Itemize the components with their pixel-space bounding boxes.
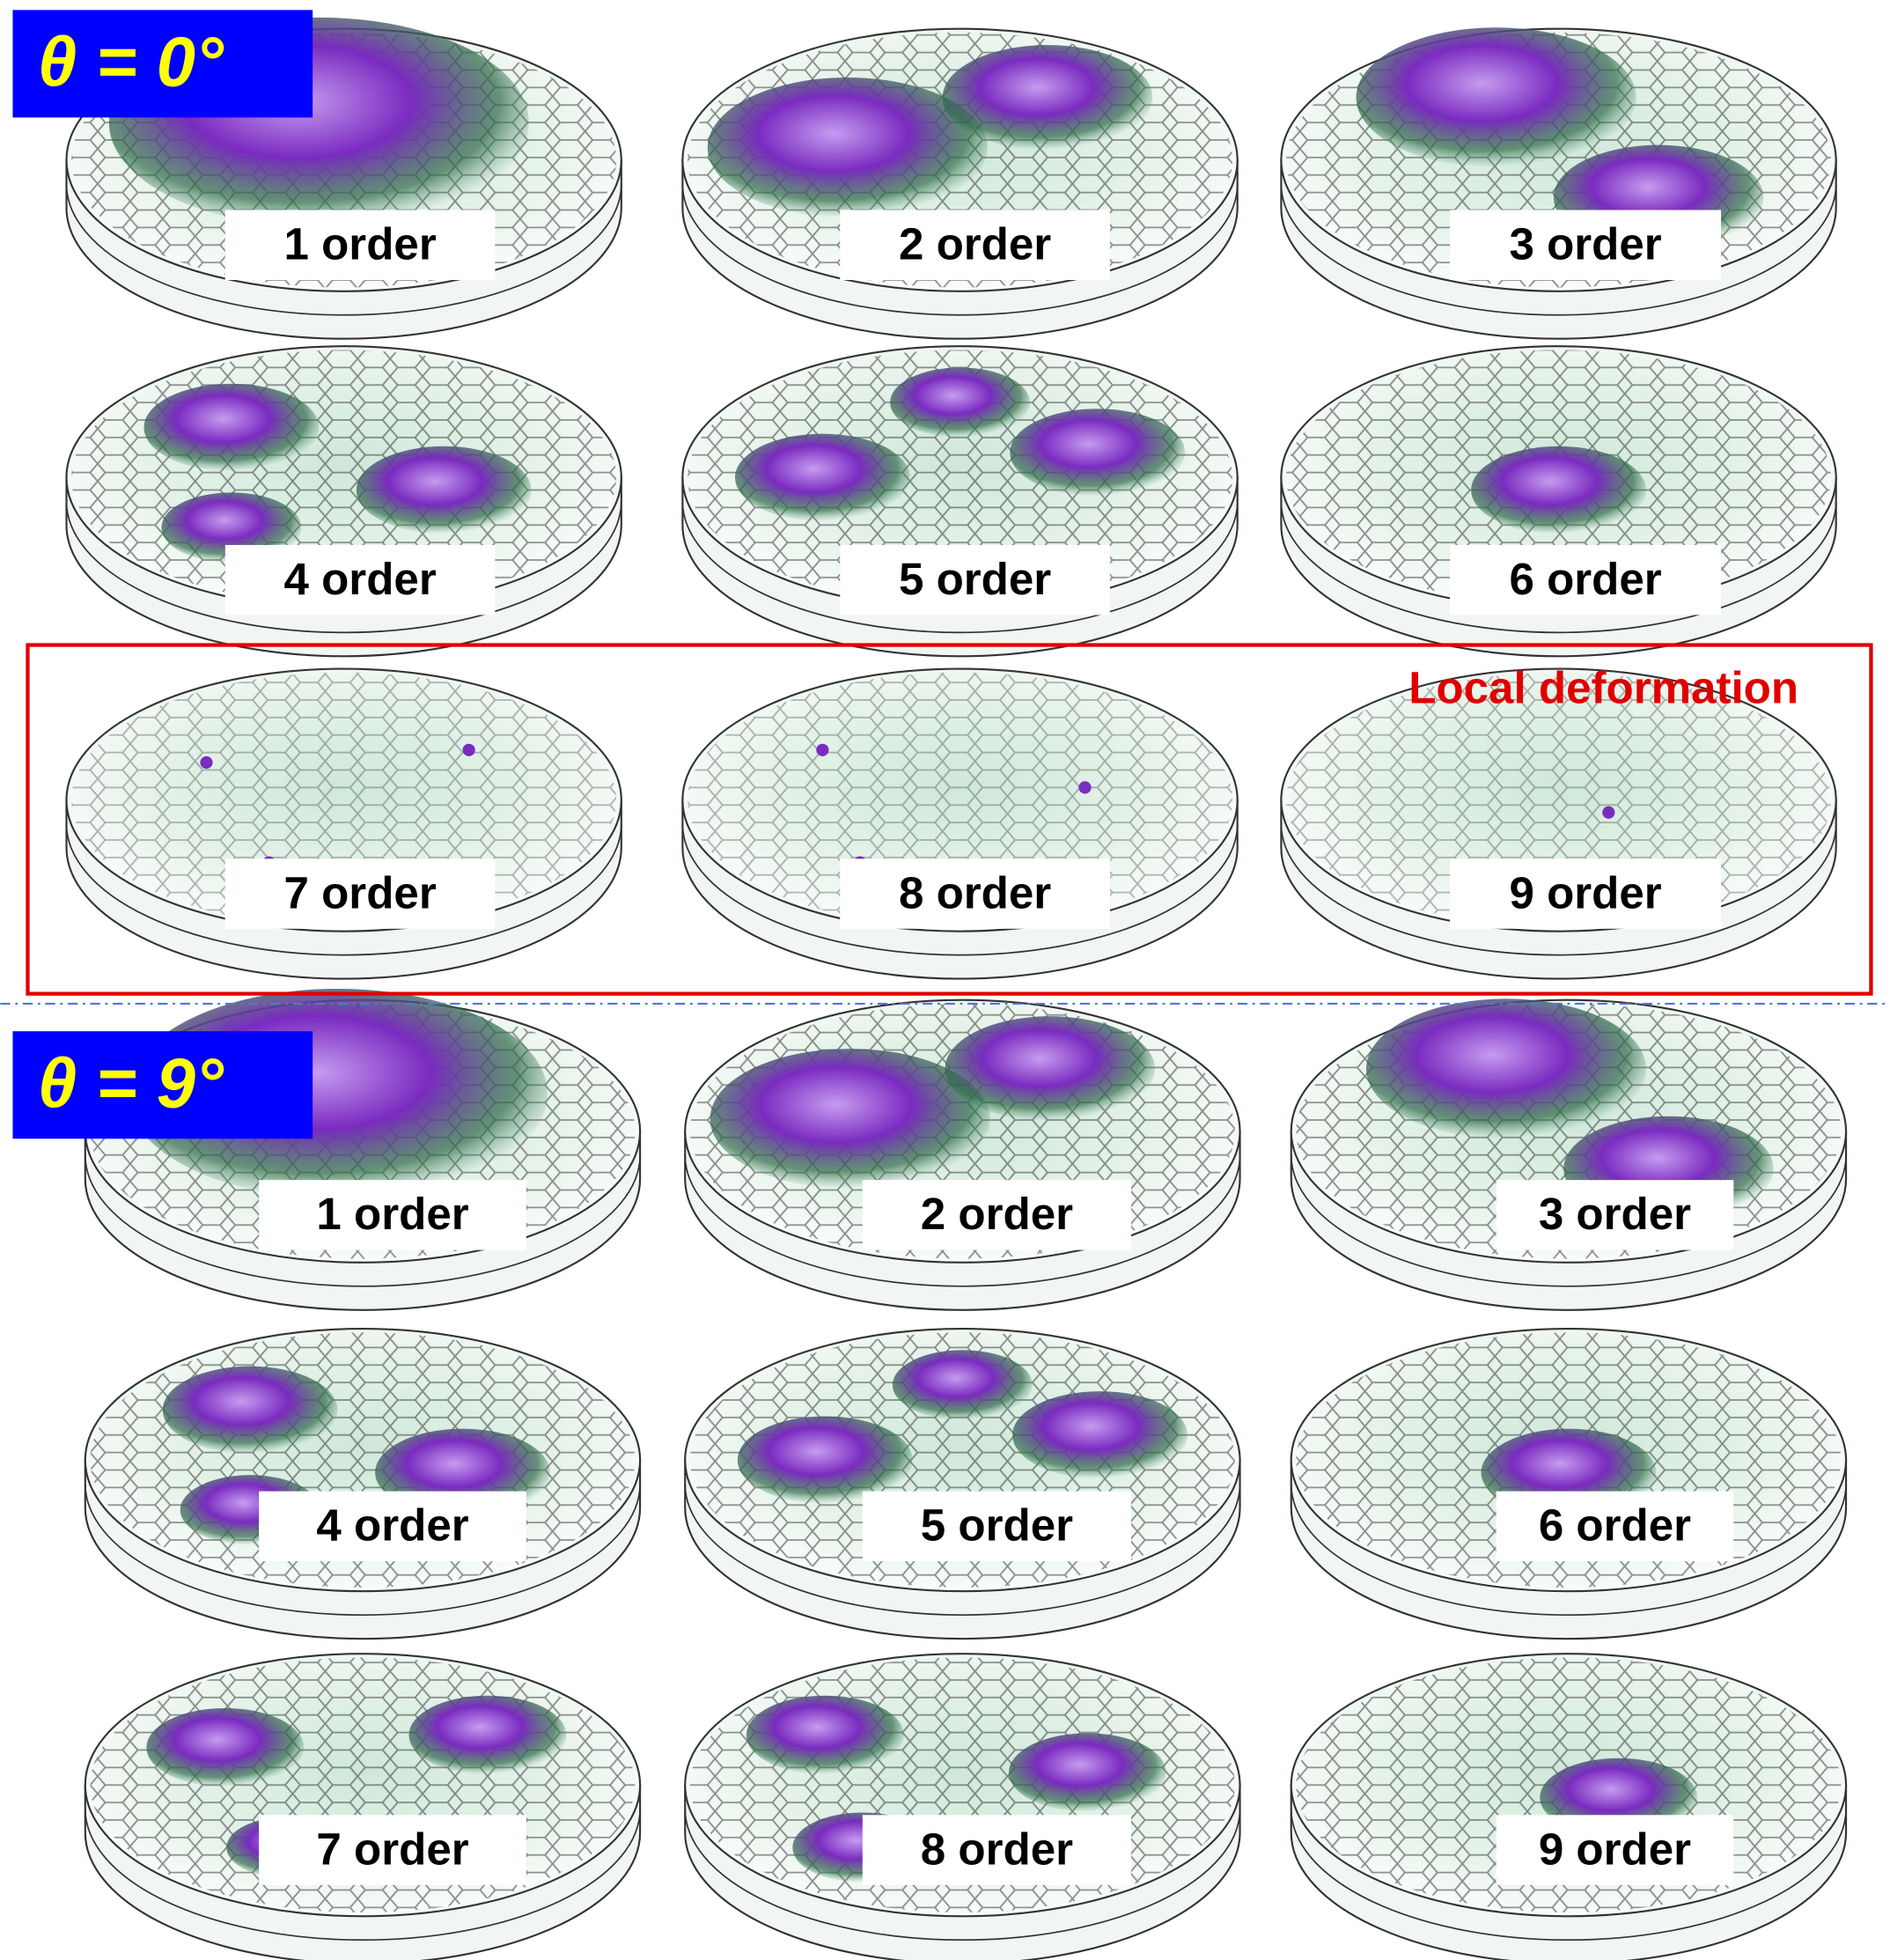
disk (1291, 998, 1846, 1309)
local-spot (816, 744, 828, 756)
local-spot (200, 756, 212, 769)
local-spot (463, 744, 475, 756)
angle-label: θ = 0° (38, 23, 224, 101)
order-label: 6 order (1539, 1500, 1691, 1551)
order-label: 5 order (899, 554, 1051, 604)
order-label: 8 order (921, 1824, 1073, 1874)
local-spot (1078, 781, 1091, 793)
disk-layer (66, 18, 1846, 1960)
highlight-label: Local deformation (1408, 663, 1798, 713)
disk (1281, 669, 1835, 979)
mode-lobe (1012, 1391, 1188, 1478)
order-label: 8 order (899, 867, 1051, 917)
mode-lobe (146, 1708, 304, 1787)
disk (1291, 1654, 1846, 1960)
mode-lobe (890, 367, 1030, 438)
mode-lobe (408, 1696, 566, 1774)
local-spot (1602, 807, 1614, 819)
disk (85, 1654, 640, 1960)
mode-lobe (746, 1696, 904, 1774)
mode-lobe (893, 1350, 1033, 1420)
page: Local deformation θ = 0° 1 order 2 order 3 … (0, 0, 1890, 1960)
mode-lobe (1357, 27, 1636, 167)
order-label: 3 order (1509, 219, 1661, 269)
order-label: 7 order (283, 867, 436, 917)
disk (66, 669, 621, 979)
order-label: 4 order (283, 554, 436, 604)
disk (685, 1654, 1239, 1960)
disk (685, 1000, 1239, 1310)
mode-lobe (1471, 446, 1646, 534)
disk (1281, 27, 1835, 338)
disk (682, 29, 1237, 339)
disk (1291, 1329, 1846, 1639)
order-label: 2 order (899, 219, 1051, 269)
figure: Local deformation θ = 0° 1 order 2 order 3 … (0, 0, 1890, 1960)
mode-lobe (1010, 409, 1185, 496)
order-label: 1 order (283, 219, 436, 269)
mode-lobe (1009, 1733, 1166, 1811)
order-label: 4 order (316, 1500, 468, 1551)
mode-lobe (144, 384, 320, 471)
order-label: 7 order (316, 1824, 468, 1874)
mode-lobe (735, 434, 910, 521)
mode-lobe (357, 446, 532, 534)
disk (685, 1329, 1239, 1639)
order-label: 2 order (921, 1189, 1073, 1239)
disk (85, 1329, 640, 1639)
order-label: 5 order (921, 1500, 1073, 1551)
order-label: 1 order (316, 1189, 468, 1239)
order-label: 6 order (1509, 554, 1661, 604)
mode-lobe (945, 1016, 1156, 1121)
mode-lobe (163, 1367, 338, 1454)
angle-label: θ = 9° (38, 1044, 224, 1123)
order-label: 9 order (1539, 1824, 1691, 1874)
mode-lobe (738, 1416, 913, 1503)
order-label: 9 order (1509, 867, 1661, 917)
order-label: 3 order (1539, 1189, 1691, 1239)
mode-lobe (943, 45, 1153, 150)
mode-lobe (1366, 998, 1646, 1138)
disk (682, 669, 1237, 979)
